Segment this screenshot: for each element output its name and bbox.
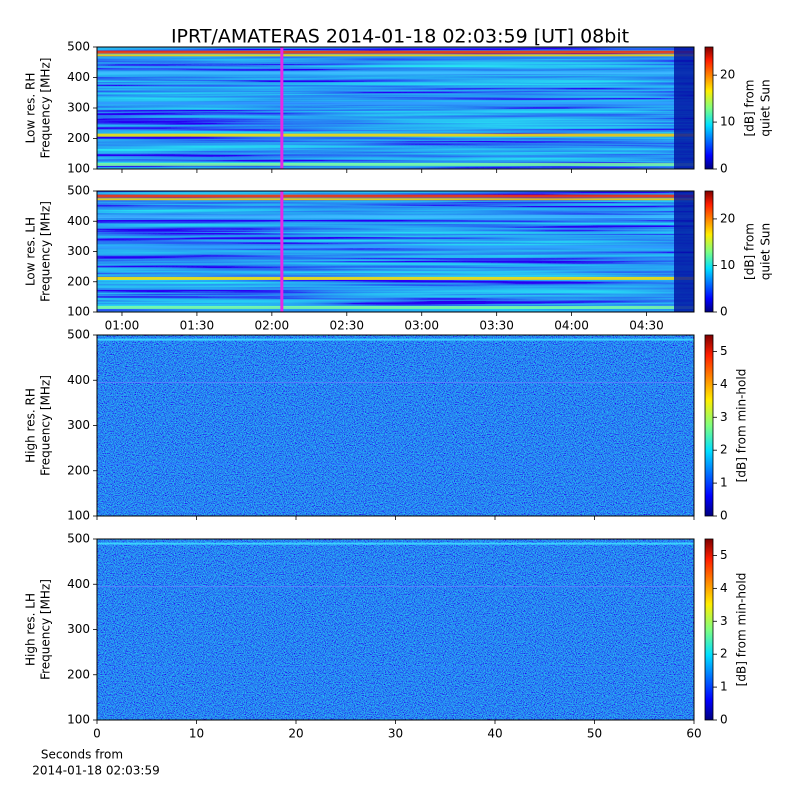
colorbar xyxy=(704,190,714,313)
spectral-band xyxy=(97,276,694,280)
x-tick-label: 20 xyxy=(288,727,303,741)
colorbar-tick-label: 0 xyxy=(720,509,728,523)
y-tick-label: 400 xyxy=(67,577,90,591)
y-axis-label: Frequency [MHz] xyxy=(39,201,53,302)
y-tick-label: 500 xyxy=(67,532,90,546)
y-tick-label: 400 xyxy=(67,70,90,84)
colorbar-label: [dB] from min-hold xyxy=(735,369,749,483)
x-tick-label: 50 xyxy=(587,727,602,741)
colorbar-tick-label: 2 xyxy=(720,443,728,457)
x-tick-label: 01:30 xyxy=(180,319,215,333)
y-tick-label: 400 xyxy=(67,373,90,387)
spectral-band xyxy=(97,542,694,545)
y-axis-label: High res. LH xyxy=(24,593,38,666)
y-tick-label: 500 xyxy=(67,40,90,54)
y-tick-label: 200 xyxy=(67,274,90,288)
spectral-band xyxy=(97,71,694,75)
x-tick-label: 01:00 xyxy=(105,319,140,333)
y-tick-label: 100 xyxy=(67,162,90,176)
y-axis-label: Low res. RH xyxy=(24,73,38,144)
y-tick-label: 100 xyxy=(67,713,90,727)
spectral-band xyxy=(97,338,694,341)
colorbar-tick-label: 10 xyxy=(720,258,735,272)
spectral-band xyxy=(97,198,694,201)
spectral-band xyxy=(97,50,694,54)
colorbar-tick-label: 2 xyxy=(720,647,728,661)
colorbar-tick-label: 0 xyxy=(720,713,728,727)
figure-title: IPRT/AMATERAS 2014-01-18 02:03:59 [UT] 0… xyxy=(171,26,629,48)
colorbar-tick-label: 0 xyxy=(720,305,728,319)
spectral-band xyxy=(97,162,694,166)
x-tick-label: 04:00 xyxy=(554,319,589,333)
spectrogram-image xyxy=(97,335,694,516)
spectrogram-image xyxy=(97,191,694,312)
data-gap xyxy=(674,191,694,312)
colorbar-tick-label: 1 xyxy=(720,476,728,490)
colorbar-tick-label: 20 xyxy=(720,68,735,82)
spectrogram-image xyxy=(97,539,694,720)
colorbar-tick-label: 4 xyxy=(720,377,728,391)
y-axis-label: Low res. LH xyxy=(24,217,38,286)
x-tick-label: 02:00 xyxy=(255,319,290,333)
x-tick-label: 04:30 xyxy=(629,319,664,333)
colorbar xyxy=(704,334,714,517)
x-tick-label: 40 xyxy=(487,727,502,741)
colorbar xyxy=(704,538,714,721)
spectral-band xyxy=(97,54,694,57)
y-axis-label: Frequency [MHz] xyxy=(39,375,53,476)
x-tick-label: 02:30 xyxy=(329,319,364,333)
colorbar-tick-label: 1 xyxy=(720,680,728,694)
colorbar-tick-label: 3 xyxy=(720,614,728,628)
y-tick-label: 300 xyxy=(67,622,90,636)
data-gap xyxy=(674,47,694,169)
spectral-band xyxy=(97,215,694,219)
colorbar-tick-label: 5 xyxy=(720,548,728,562)
y-tick-label: 500 xyxy=(67,184,90,198)
colorbar-tick-label: 3 xyxy=(720,410,728,424)
y-tick-label: 300 xyxy=(67,244,90,258)
y-tick-label: 200 xyxy=(67,131,90,145)
colorbar xyxy=(704,46,714,170)
x-tick-label: 0 xyxy=(93,727,101,741)
spectrogram-image xyxy=(97,47,694,169)
colorbar-label: quiet Sun xyxy=(759,223,773,280)
y-axis-label: Frequency [MHz] xyxy=(39,579,53,680)
colorbar-label: [dB] from xyxy=(743,80,757,137)
y-tick-label: 400 xyxy=(67,214,90,228)
y-tick-label: 100 xyxy=(67,509,90,523)
y-axis-label: Frequency [MHz] xyxy=(39,58,53,159)
y-axis-label: High res. RH xyxy=(24,388,38,463)
colorbar-label: [dB] from min-hold xyxy=(735,573,749,687)
spectral-band xyxy=(97,133,694,137)
x-axis-label: Seconds from xyxy=(41,748,123,762)
spectral-band xyxy=(97,382,694,384)
y-tick-label: 500 xyxy=(67,328,90,342)
colorbar-tick-label: 20 xyxy=(720,211,735,225)
spectral-band xyxy=(97,101,694,105)
colorbar-label: [dB] from xyxy=(743,223,757,280)
x-tick-label: 60 xyxy=(686,727,701,741)
colorbar-label: quiet Sun xyxy=(759,79,773,136)
x-tick-label: 03:30 xyxy=(479,319,514,333)
x-axis-label: 2014-01-18 02:03:59 xyxy=(32,764,159,778)
colorbar-tick-label: 5 xyxy=(720,344,728,358)
x-tick-label: 30 xyxy=(388,727,403,741)
y-tick-label: 200 xyxy=(67,667,90,681)
y-tick-label: 100 xyxy=(67,305,90,319)
x-tick-label: 10 xyxy=(189,727,204,741)
spectral-band xyxy=(97,245,694,249)
y-tick-label: 300 xyxy=(67,101,90,115)
spectral-band xyxy=(97,463,694,465)
y-tick-label: 300 xyxy=(67,418,90,432)
spectral-band xyxy=(97,194,694,198)
colorbar-tick-label: 10 xyxy=(720,115,735,129)
spectral-band xyxy=(97,305,694,309)
spectral-band xyxy=(97,586,694,588)
y-tick-label: 200 xyxy=(67,463,90,477)
spectral-band xyxy=(97,667,694,669)
colorbar-tick-label: 0 xyxy=(720,162,728,176)
x-tick-label: 03:00 xyxy=(404,319,439,333)
colorbar-tick-label: 4 xyxy=(720,581,728,595)
